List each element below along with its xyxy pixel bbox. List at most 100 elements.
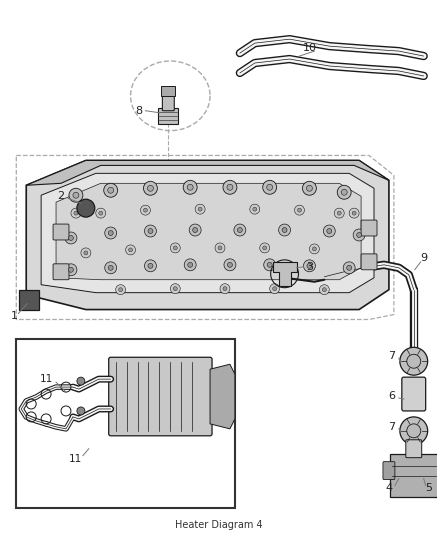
Text: 5: 5	[425, 483, 432, 494]
Text: 1: 1	[11, 311, 18, 320]
Circle shape	[304, 260, 315, 272]
Text: 2: 2	[57, 191, 64, 201]
FancyBboxPatch shape	[53, 264, 69, 280]
Circle shape	[195, 204, 205, 214]
Text: 11: 11	[39, 374, 53, 384]
FancyBboxPatch shape	[361, 220, 377, 236]
Circle shape	[352, 211, 356, 215]
Circle shape	[77, 407, 85, 415]
Circle shape	[220, 284, 230, 294]
Circle shape	[73, 192, 79, 198]
Circle shape	[99, 211, 103, 215]
Circle shape	[312, 247, 316, 251]
Circle shape	[263, 246, 267, 250]
Circle shape	[357, 232, 362, 238]
Circle shape	[81, 248, 91, 258]
FancyBboxPatch shape	[161, 86, 175, 96]
Circle shape	[273, 287, 277, 290]
Circle shape	[148, 185, 153, 191]
Circle shape	[68, 268, 74, 272]
Text: 4: 4	[385, 483, 392, 494]
Circle shape	[184, 259, 196, 271]
Circle shape	[141, 205, 150, 215]
FancyBboxPatch shape	[109, 357, 212, 436]
Text: 9: 9	[420, 253, 427, 263]
Circle shape	[84, 251, 88, 255]
Circle shape	[234, 224, 246, 236]
Circle shape	[307, 185, 312, 191]
FancyBboxPatch shape	[390, 454, 438, 497]
Circle shape	[307, 263, 312, 268]
Text: 11: 11	[69, 454, 82, 464]
Circle shape	[347, 265, 352, 270]
Circle shape	[322, 288, 326, 292]
FancyBboxPatch shape	[162, 92, 174, 111]
Circle shape	[170, 284, 180, 294]
Circle shape	[119, 288, 123, 292]
Circle shape	[108, 187, 114, 193]
Circle shape	[193, 228, 198, 232]
Polygon shape	[56, 183, 361, 280]
Circle shape	[96, 208, 106, 218]
Text: 7: 7	[389, 422, 396, 432]
Circle shape	[223, 180, 237, 194]
Text: 10: 10	[302, 43, 316, 53]
Circle shape	[183, 180, 197, 194]
Polygon shape	[26, 160, 389, 310]
Circle shape	[148, 229, 153, 233]
Circle shape	[71, 208, 81, 218]
Circle shape	[173, 287, 177, 290]
Text: 8: 8	[135, 106, 142, 116]
Circle shape	[297, 208, 301, 212]
Circle shape	[116, 285, 126, 295]
Circle shape	[279, 224, 290, 236]
Circle shape	[282, 228, 287, 232]
Circle shape	[68, 236, 74, 240]
Circle shape	[170, 243, 180, 253]
FancyBboxPatch shape	[159, 108, 178, 124]
Polygon shape	[41, 173, 374, 293]
Circle shape	[105, 227, 117, 239]
Circle shape	[188, 262, 193, 268]
Circle shape	[263, 180, 277, 194]
Circle shape	[69, 188, 83, 202]
Circle shape	[227, 184, 233, 190]
Polygon shape	[210, 364, 235, 429]
Circle shape	[270, 284, 279, 294]
Circle shape	[341, 189, 347, 195]
Circle shape	[144, 208, 148, 212]
Circle shape	[327, 229, 332, 233]
Circle shape	[400, 417, 427, 445]
Circle shape	[337, 185, 351, 199]
Circle shape	[227, 262, 233, 268]
Circle shape	[334, 208, 344, 218]
Circle shape	[108, 265, 113, 270]
Circle shape	[223, 287, 227, 290]
Circle shape	[108, 231, 113, 236]
Circle shape	[198, 207, 202, 211]
Circle shape	[77, 199, 95, 217]
Circle shape	[189, 224, 201, 236]
Bar	[16, 340, 235, 508]
Circle shape	[215, 243, 225, 253]
Circle shape	[267, 262, 272, 268]
FancyBboxPatch shape	[53, 224, 69, 240]
Circle shape	[407, 354, 421, 368]
Circle shape	[77, 377, 85, 385]
Circle shape	[145, 260, 156, 272]
Circle shape	[264, 259, 276, 271]
Circle shape	[337, 211, 341, 215]
Circle shape	[253, 207, 257, 211]
Circle shape	[353, 229, 365, 241]
Circle shape	[74, 211, 78, 215]
Circle shape	[65, 232, 77, 244]
Circle shape	[105, 262, 117, 274]
Text: 7: 7	[389, 351, 396, 361]
Circle shape	[104, 183, 118, 197]
Circle shape	[148, 263, 153, 268]
Circle shape	[144, 181, 157, 195]
Circle shape	[237, 228, 242, 232]
FancyBboxPatch shape	[383, 462, 395, 480]
FancyBboxPatch shape	[361, 254, 377, 270]
Circle shape	[129, 248, 133, 252]
